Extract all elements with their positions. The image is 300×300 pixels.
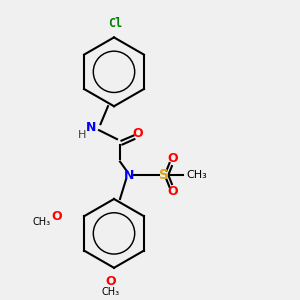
Text: N: N xyxy=(124,169,134,182)
Text: CH₃: CH₃ xyxy=(102,287,120,297)
Text: N: N xyxy=(86,121,97,134)
Text: O: O xyxy=(133,127,143,140)
Text: H: H xyxy=(78,130,87,140)
Text: O: O xyxy=(106,275,116,288)
Text: CH₃: CH₃ xyxy=(33,217,51,227)
Text: O: O xyxy=(167,185,178,198)
Text: O: O xyxy=(51,210,62,223)
Text: Cl: Cl xyxy=(108,17,123,30)
Text: S: S xyxy=(158,168,169,182)
Text: CH₃: CH₃ xyxy=(186,170,207,180)
Text: O: O xyxy=(167,152,178,165)
